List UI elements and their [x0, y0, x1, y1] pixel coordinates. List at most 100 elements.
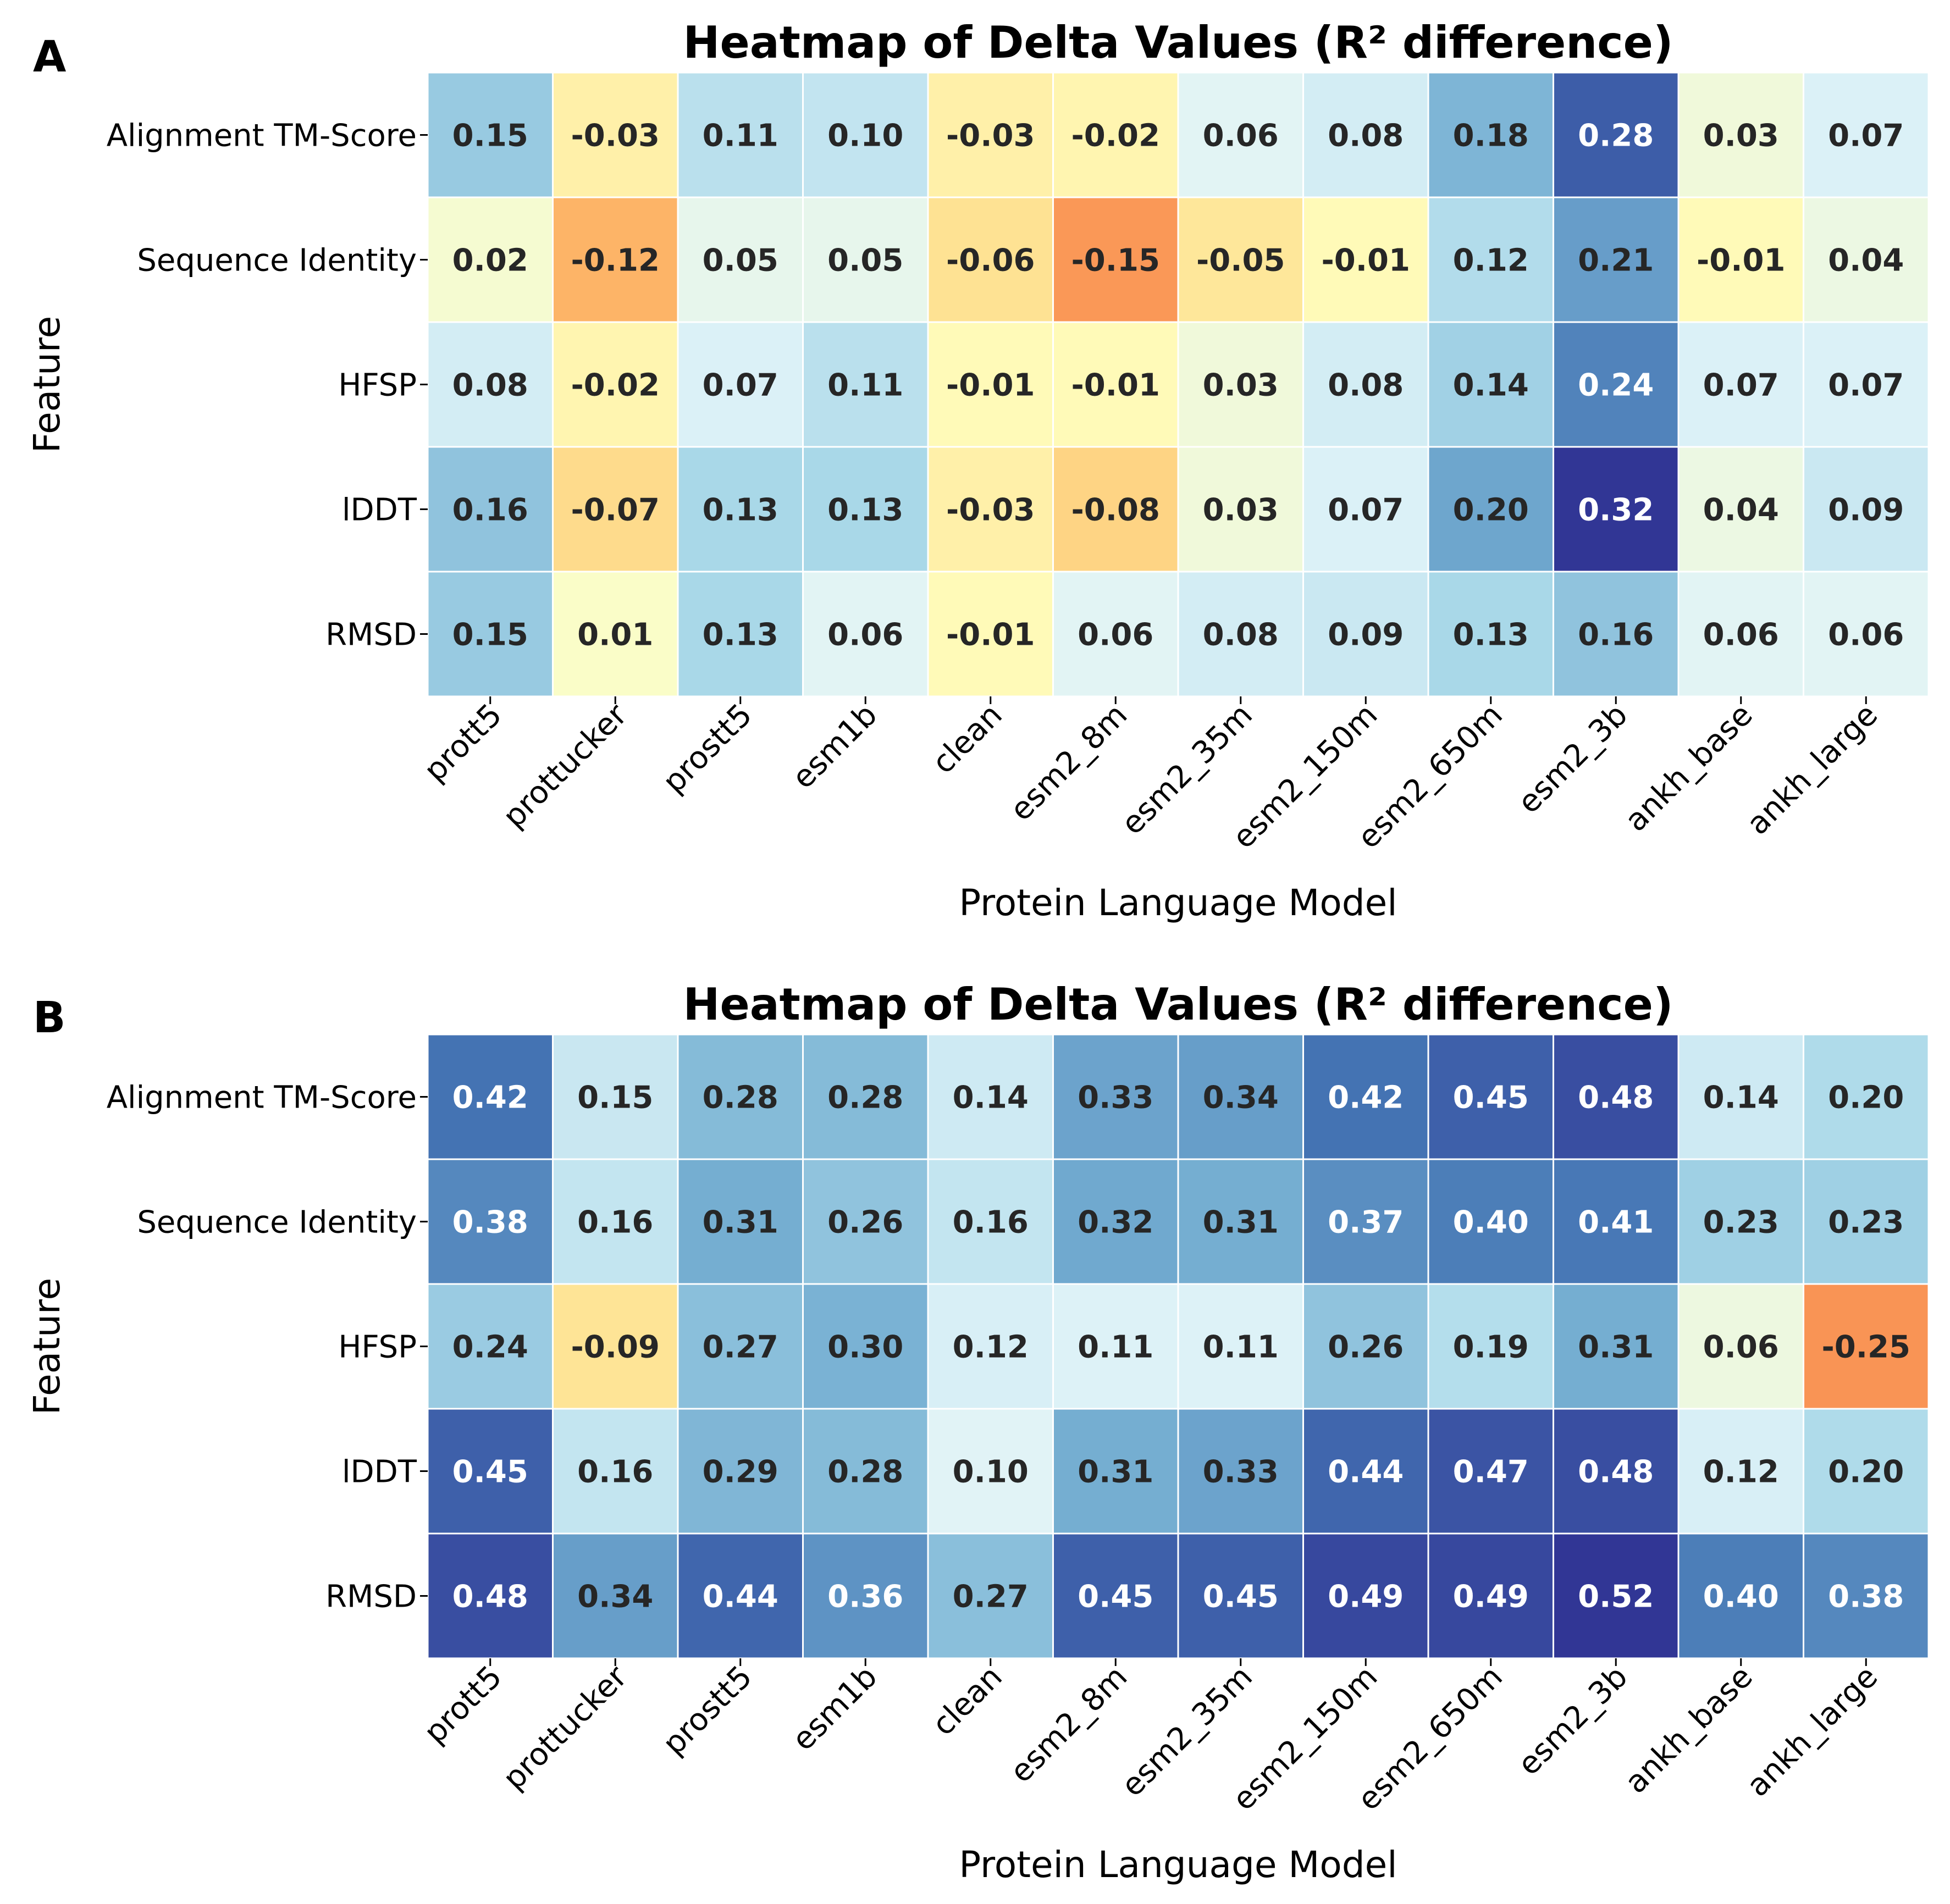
heatmap-cell — [552, 196, 679, 323]
heatmap-cell — [1177, 196, 1304, 323]
y-tick-label: Sequence Identity — [137, 1205, 417, 1241]
y-tick-label: lDDT — [342, 1454, 417, 1490]
heatmap-cell — [1177, 1033, 1304, 1160]
cell-value-label: 0.07 — [1703, 368, 1779, 403]
cell-value-label: 0.13 — [703, 492, 778, 528]
heatmap-cell — [802, 1033, 929, 1160]
cell-value-label: 0.32 — [1578, 492, 1654, 528]
heatmap-cell — [1677, 321, 1804, 448]
cell-value-label: -0.07 — [571, 492, 660, 528]
y-tick-label: HFSP — [338, 1330, 417, 1365]
cell-value-label: 0.45 — [1078, 1579, 1153, 1615]
heatmap-cell — [677, 1158, 804, 1285]
cell-value-label: 0.20 — [1828, 1080, 1904, 1116]
cell-value-label: 0.07 — [1828, 118, 1904, 154]
cell-value-label: 0.12 — [953, 1330, 1029, 1365]
cell-value-label: 0.32 — [1078, 1205, 1153, 1241]
cell-value-label: 0.06 — [1703, 617, 1779, 653]
heatmap-cell — [927, 196, 1054, 323]
cell-value-label: 0.36 — [827, 1579, 903, 1615]
cell-value-label: 0.16 — [953, 1205, 1029, 1241]
cell-value-label: 0.33 — [1203, 1454, 1279, 1490]
x-axis-label: Protein Language Model — [959, 882, 1397, 924]
cell-value-label: 0.21 — [1578, 243, 1654, 279]
heatmap-cell — [1803, 446, 1930, 573]
heatmap-cell — [1052, 1408, 1179, 1535]
heatmap-cell — [1553, 1532, 1680, 1659]
cell-value-label: 0.24 — [1578, 368, 1654, 403]
heatmap-cell — [1803, 71, 1930, 198]
cell-value-label: 0.24 — [452, 1330, 528, 1365]
x-tick-label: prottucker — [496, 696, 634, 835]
heatmap-panel-a: A Heatmap of Delta Values (R² difference)… — [26, 17, 1930, 924]
cell-value-label: 0.03 — [1203, 368, 1279, 403]
cell-value-label: 0.07 — [1828, 368, 1904, 403]
cell-value-label: 0.26 — [1328, 1330, 1404, 1365]
heatmap-cell — [1677, 196, 1804, 323]
cell-value-label: 0.23 — [1828, 1205, 1904, 1241]
heatmap-cell — [1803, 1532, 1930, 1659]
heatmap-cell — [677, 571, 804, 698]
cell-value-label: 0.40 — [1703, 1579, 1779, 1615]
y-tick-label: HFSP — [338, 368, 417, 403]
cell-value-label: 0.09 — [1328, 617, 1404, 653]
heatmap-cell — [927, 1283, 1054, 1410]
cell-value-label: 0.31 — [1203, 1205, 1279, 1241]
cell-value-label: -0.15 — [1071, 243, 1160, 279]
y-axis-label: Feature — [26, 1278, 68, 1415]
y-tick-label: Sequence Identity — [137, 243, 417, 279]
cell-value-label: -0.02 — [571, 368, 660, 403]
cell-value-label: 0.23 — [1703, 1205, 1779, 1241]
cell-value-label: 0.11 — [827, 368, 903, 403]
heatmap-cell — [1553, 71, 1680, 198]
cell-value-label: -0.06 — [946, 243, 1035, 279]
heatmap-cell — [552, 1532, 679, 1659]
x-tick-label: prottucker — [496, 1658, 634, 1797]
heatmap-cell — [427, 1408, 554, 1535]
cell-value-label: 0.38 — [1828, 1579, 1904, 1615]
heatmap-cell — [802, 196, 929, 323]
cell-value-label: -0.01 — [1697, 243, 1785, 279]
cell-value-label: 0.16 — [577, 1454, 653, 1490]
cell-value-label: 0.31 — [1078, 1454, 1153, 1490]
cell-value-label: 0.30 — [827, 1330, 903, 1365]
cell-value-label: -0.25 — [1822, 1330, 1910, 1365]
heatmap-cell — [1553, 196, 1680, 323]
x-tick-label: ankh_base — [1618, 1659, 1760, 1801]
cell-value-label: 0.06 — [1828, 617, 1904, 653]
cell-value-label: 0.05 — [703, 243, 778, 279]
cell-value-label: 0.18 — [1453, 118, 1529, 154]
heatmap-cell — [1553, 1408, 1680, 1535]
chart-title: Heatmap of Delta Values (R² difference) — [683, 979, 1673, 1030]
cell-value-label: 0.49 — [1453, 1579, 1529, 1615]
heatmap-cell — [1177, 446, 1304, 573]
heatmap-cell — [1427, 196, 1554, 323]
heatmap-cell — [1302, 71, 1429, 198]
y-tick-label: RMSD — [325, 1579, 417, 1615]
y-tick-label: Alignment TM-Score — [107, 1080, 417, 1116]
heatmap-cell — [677, 446, 804, 573]
heatmap-cell — [552, 1408, 679, 1535]
cell-value-label: 0.02 — [452, 243, 528, 279]
heatmap-cell — [552, 446, 679, 573]
cell-value-label: 0.34 — [577, 1579, 653, 1615]
heatmap-cell — [1803, 1033, 1930, 1160]
x-tick-label: ankh_base — [1618, 697, 1760, 839]
heatmap-cell — [927, 1532, 1054, 1659]
heatmap-cell — [427, 196, 554, 323]
cell-value-label: -0.03 — [946, 492, 1035, 528]
heatmap-cell — [1427, 1408, 1554, 1535]
heatmap-cell — [552, 1033, 679, 1160]
cell-value-label: 0.15 — [452, 118, 528, 154]
y-tick-label: RMSD — [325, 617, 417, 653]
heatmap-cell — [1803, 196, 1930, 323]
cell-value-label: 0.38 — [452, 1205, 528, 1241]
heatmap-cell — [802, 1158, 929, 1285]
cell-value-label: 0.28 — [827, 1080, 903, 1116]
heatmap-cell — [1052, 196, 1179, 323]
heatmap-cell — [1302, 1033, 1429, 1160]
cell-value-label: -0.09 — [571, 1330, 660, 1365]
heatmap-cell — [1052, 446, 1179, 573]
cell-value-label: 0.20 — [1453, 492, 1529, 528]
